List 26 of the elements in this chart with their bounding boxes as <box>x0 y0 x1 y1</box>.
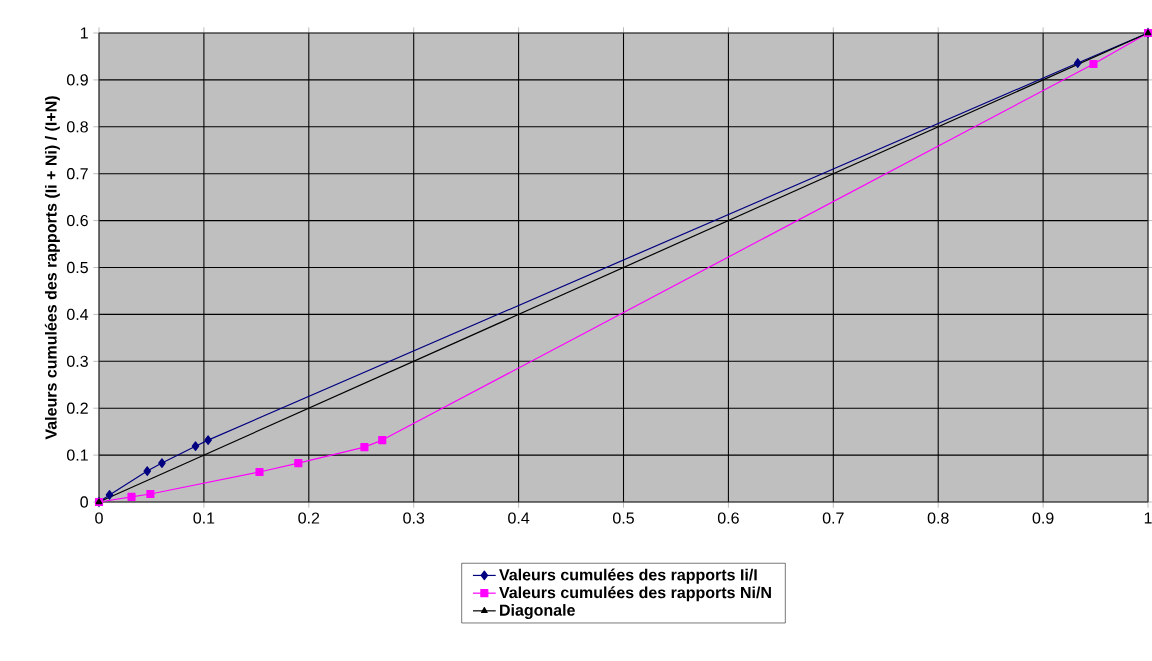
y-tick-label: 0.7 <box>66 168 88 180</box>
x-tick-label: 0.7 <box>822 512 844 524</box>
legend-label: Valeurs cumulées des rapports Ni/N <box>499 586 771 602</box>
x-tick-label: 0 <box>95 512 103 524</box>
x-tick-label: 0.6 <box>717 512 739 524</box>
x-tick-label: 0.9 <box>1032 512 1054 524</box>
legend-label: Valeurs cumulées des rapports Ii/I <box>499 568 757 584</box>
x-tick-label: 1 <box>1144 512 1152 524</box>
x-tick-label: 0.4 <box>508 512 530 524</box>
y-tick-label: 0.3 <box>66 355 88 367</box>
y-tick-label: 0 <box>80 496 88 508</box>
y-tick-label: 0.2 <box>66 402 88 414</box>
y-tick-label: 0.4 <box>66 308 89 321</box>
legend-label: Diagonale <box>500 604 575 620</box>
y-tick-label: 0.8 <box>66 121 88 133</box>
y-tick-label: 0.5 <box>66 261 88 274</box>
y-tick-label: 0.1 <box>66 449 88 461</box>
x-tick-label: 0.8 <box>927 512 949 524</box>
x-tick-label: 0.2 <box>298 512 320 524</box>
x-tick-label: 0.5 <box>613 512 634 524</box>
y-tick-label: 1 <box>80 27 88 39</box>
y-tick-label: 0.6 <box>66 214 88 227</box>
y-tick-label: 0.9 <box>66 74 88 86</box>
y-axis-title: Valeurs cumulées des rapports (Ii + Ni) / (I+N) <box>44 96 60 440</box>
x-tick-label: 0.1 <box>193 512 215 524</box>
x-tick-label: 0.3 <box>403 512 425 524</box>
